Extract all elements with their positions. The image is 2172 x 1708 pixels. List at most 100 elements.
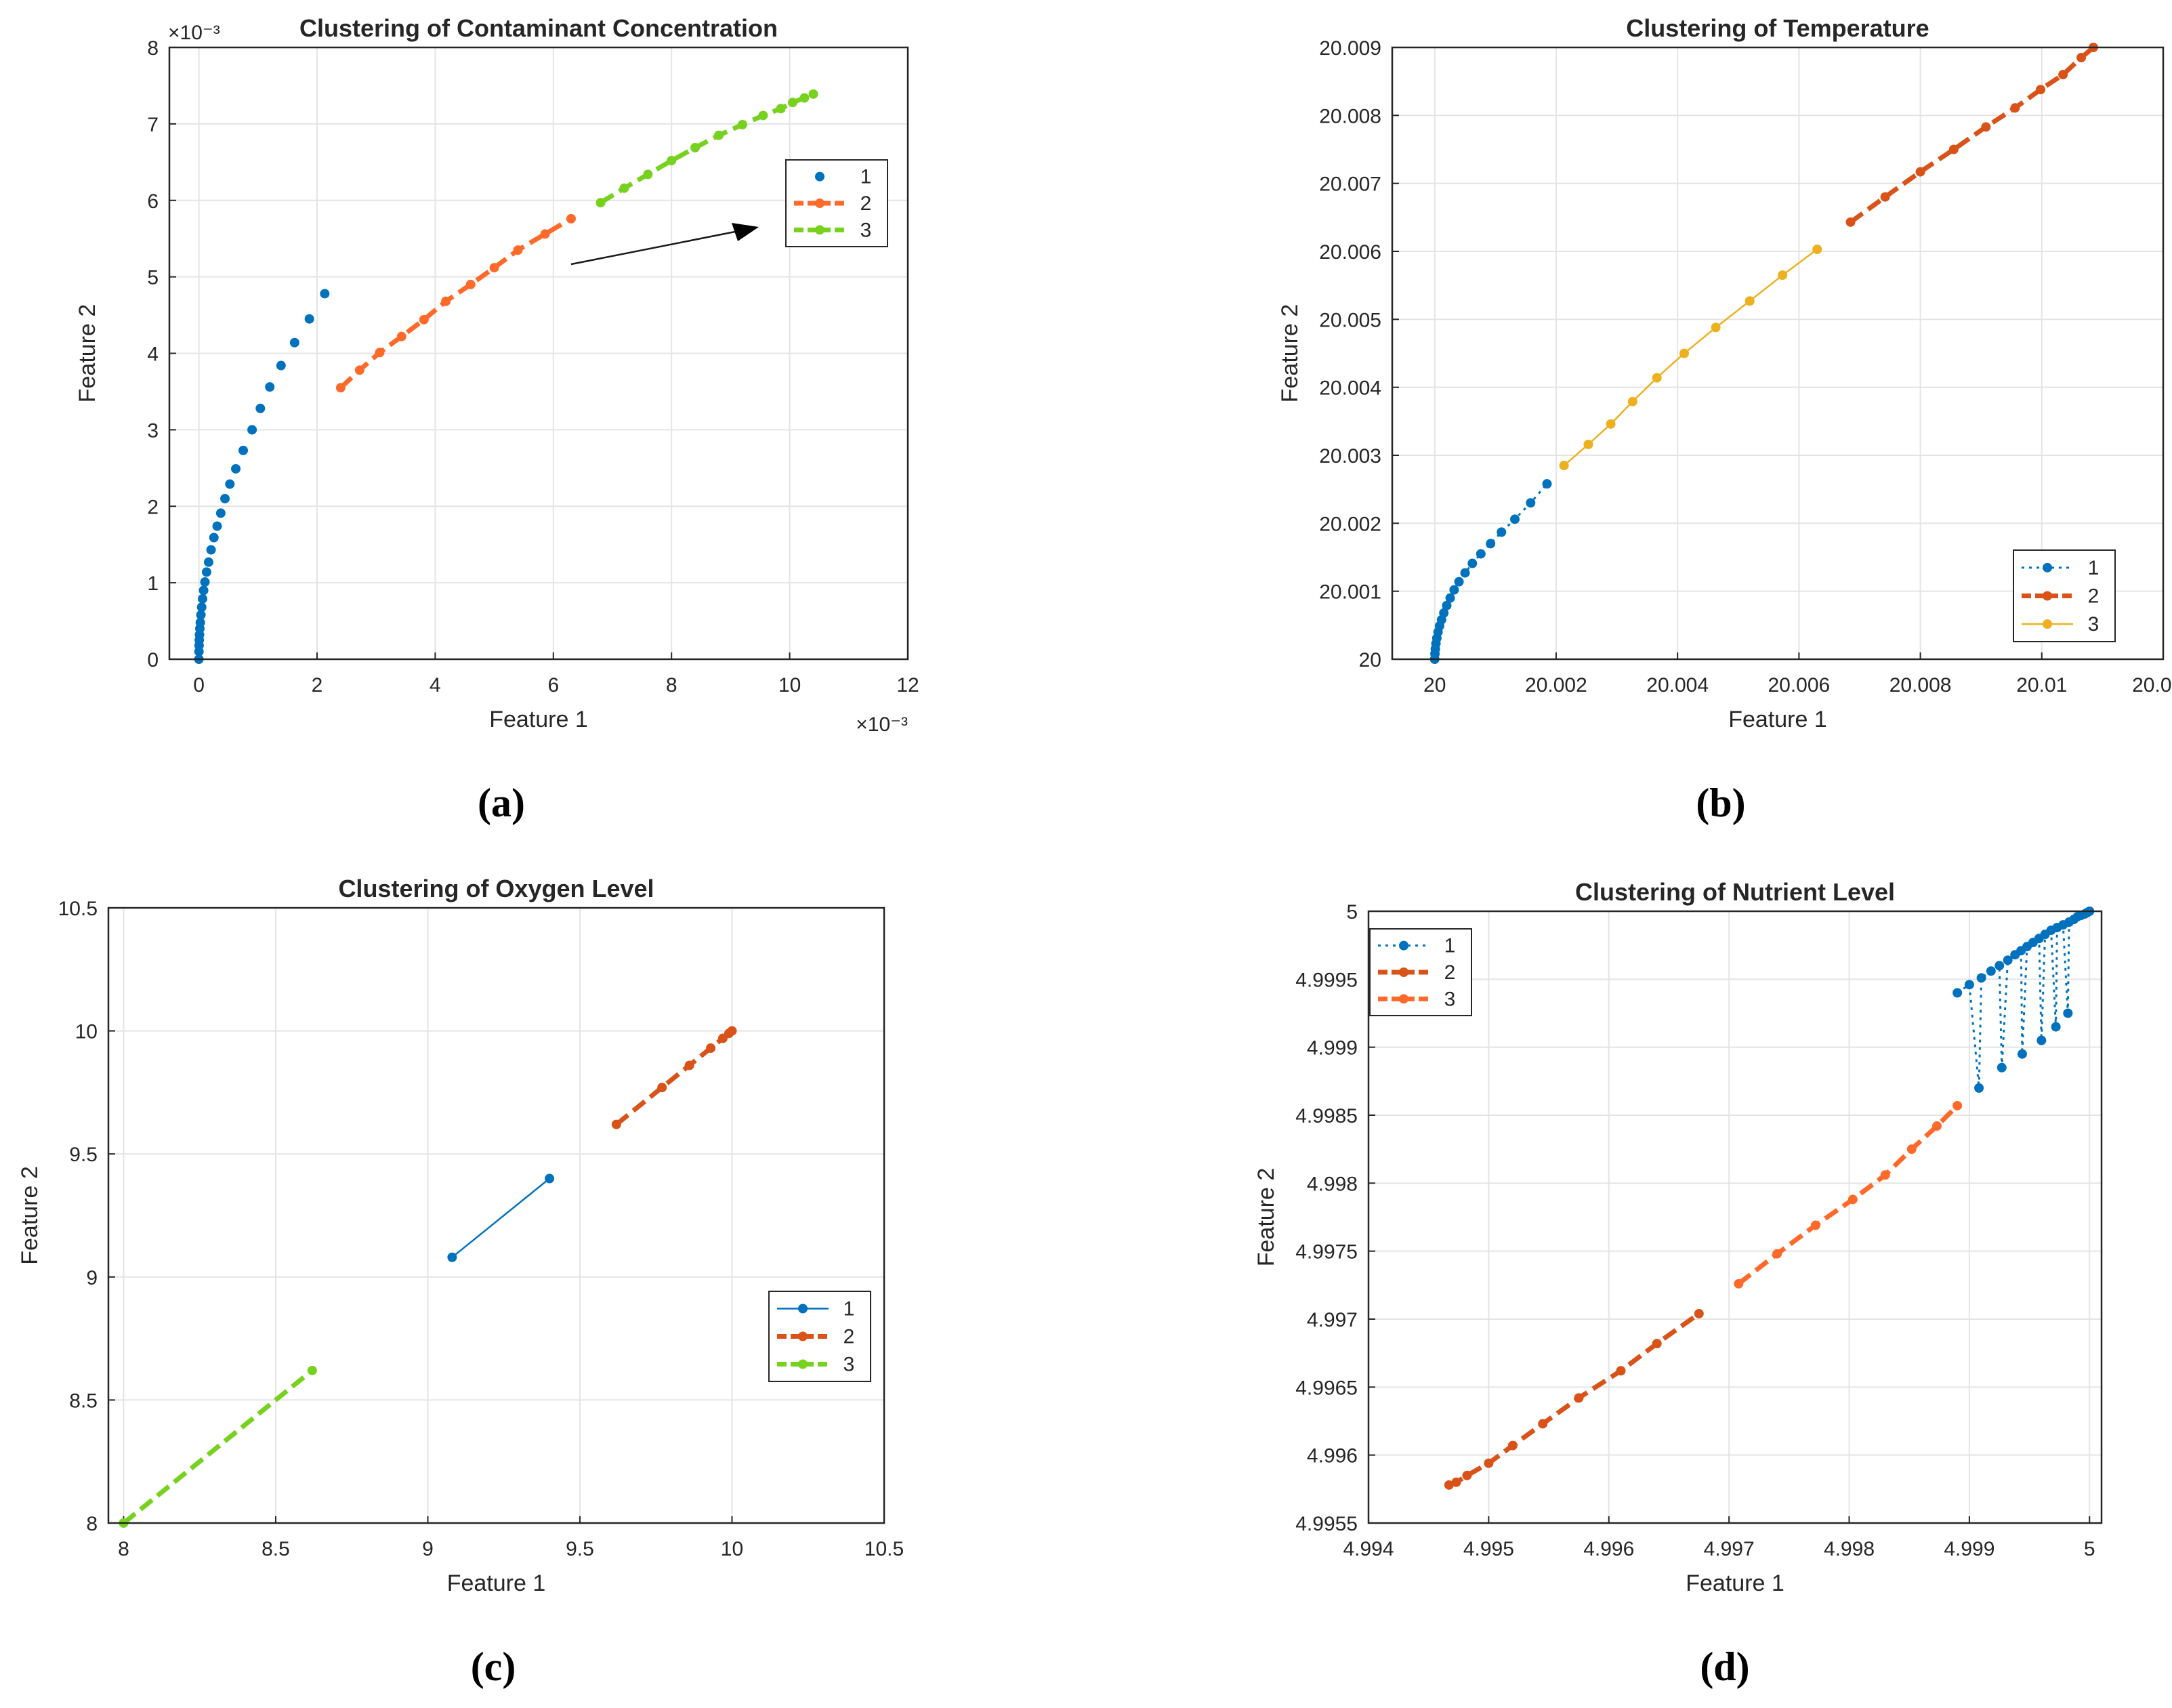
data-point — [1995, 961, 2005, 971]
y-tick-label: 4 — [147, 343, 159, 366]
series-line-3 — [1737, 1104, 1959, 1286]
data-point — [1497, 527, 1507, 537]
data-point — [220, 493, 230, 503]
x-tick-label: 8 — [118, 1538, 129, 1560]
x-tick-label: 20 — [1423, 674, 1446, 696]
legend-marker — [1399, 967, 1408, 977]
data-point — [215, 508, 226, 518]
y-tick-label: 2 — [147, 496, 159, 518]
data-point — [596, 198, 606, 208]
x-tick-label: 20.01 — [2016, 674, 2067, 696]
series-3 — [1734, 1100, 1963, 1289]
data-point — [1880, 1170, 1890, 1180]
y-axis-label: Feature 2 — [17, 1166, 43, 1265]
y-tick-label: 10.5 — [58, 898, 98, 920]
data-point — [1454, 577, 1464, 587]
x-axis-label: Feature 1 — [489, 707, 588, 732]
data-point — [489, 263, 499, 273]
data-point — [657, 1083, 667, 1093]
legend-marker — [798, 1359, 808, 1369]
data-point — [247, 425, 257, 435]
annotation-arrow — [570, 223, 759, 266]
legend-label: 1 — [1444, 935, 1456, 957]
data-point — [1694, 1308, 1704, 1318]
data-point — [1981, 122, 1991, 132]
data-point — [289, 337, 299, 348]
y-tick-label: 4.9975 — [1295, 1241, 1358, 1264]
y-tick-label: 8 — [86, 1513, 98, 1535]
data-point — [1542, 479, 1552, 489]
x-axis-label: Feature 1 — [1728, 707, 1827, 732]
data-point — [307, 1365, 317, 1375]
y-tick-label: 4.9965 — [1295, 1377, 1358, 1399]
legend-marker — [815, 225, 824, 235]
data-point — [265, 382, 275, 392]
y-tick-label: 5 — [147, 267, 159, 289]
chart-title: Clustering of Oxygen Level — [338, 875, 654, 902]
data-point — [396, 331, 406, 341]
data-point — [1451, 1477, 1461, 1487]
data-point — [1460, 568, 1470, 578]
data-point — [1526, 498, 1536, 508]
x-tick-label: 20.008 — [1889, 674, 1952, 696]
series-3 — [596, 89, 818, 208]
y-tick-label: 20.005 — [1319, 309, 1381, 331]
data-point — [690, 142, 701, 152]
data-point — [1442, 600, 1452, 610]
data-point — [1627, 396, 1637, 407]
data-point — [1976, 973, 1986, 983]
data-point — [1952, 988, 1963, 998]
legend-label: 3 — [843, 1354, 855, 1376]
legend: 1 2 3 — [768, 1291, 871, 1382]
x-tick-label: 4.995 — [1463, 1538, 1514, 1560]
data-point — [1952, 1100, 1963, 1110]
y-multiplier: ×10⁻³ — [168, 22, 220, 44]
data-point — [255, 403, 266, 413]
chart-panel-d: 4.994 4.995 4.996 4.997 4.998 4.999 54.99554.9… — [1253, 878, 2103, 1689]
x-tick-label: 10 — [778, 674, 801, 696]
x-tick-label: 4.997 — [1704, 1538, 1755, 1560]
data-point — [1845, 217, 1856, 227]
y-tick-label: 20 — [1359, 649, 1381, 671]
y-tick-label: 20.001 — [1319, 581, 1381, 604]
data-point — [198, 593, 208, 604]
data-point — [713, 130, 724, 140]
chart-title: Clustering of Temperature — [1626, 14, 1929, 42]
y-tick-label: 4.999 — [1307, 1037, 1358, 1060]
data-point — [419, 314, 429, 325]
axes-frame — [1367, 910, 2103, 1524]
data-point — [199, 585, 209, 596]
data-point — [1583, 439, 1593, 449]
data-point — [619, 183, 629, 193]
series-2 — [611, 1026, 737, 1129]
data-point — [200, 577, 210, 587]
data-point — [195, 617, 205, 627]
legend-label: 2 — [843, 1326, 855, 1348]
data-point — [441, 296, 451, 306]
data-point — [1652, 1339, 1662, 1349]
data-point — [799, 93, 810, 103]
data-point — [1507, 1440, 1518, 1451]
data-point — [808, 89, 818, 99]
series-2 — [335, 213, 576, 393]
y-tick-label: 0 — [147, 649, 159, 671]
data-point — [206, 545, 216, 555]
panel-caption: (b) — [1696, 780, 1745, 825]
x-tick-label: 8.5 — [262, 1538, 290, 1560]
legend-marker — [815, 199, 824, 208]
data-point — [212, 521, 222, 531]
x-axis-label: Feature 1 — [1686, 1570, 1784, 1596]
data-point — [1484, 1458, 1494, 1468]
data-point — [1964, 980, 1974, 990]
legend-marker — [798, 1304, 808, 1314]
y-tick-label: 20.004 — [1319, 377, 1381, 400]
data-point — [304, 314, 314, 324]
series-2 — [1444, 1308, 1704, 1490]
data-point — [1439, 608, 1449, 618]
data-point — [1711, 322, 1721, 333]
data-point — [1449, 585, 1459, 595]
data-point — [1574, 1393, 1584, 1403]
y-tick-label: 4.996 — [1307, 1445, 1358, 1467]
y-tick-label: 20.007 — [1319, 173, 1381, 196]
